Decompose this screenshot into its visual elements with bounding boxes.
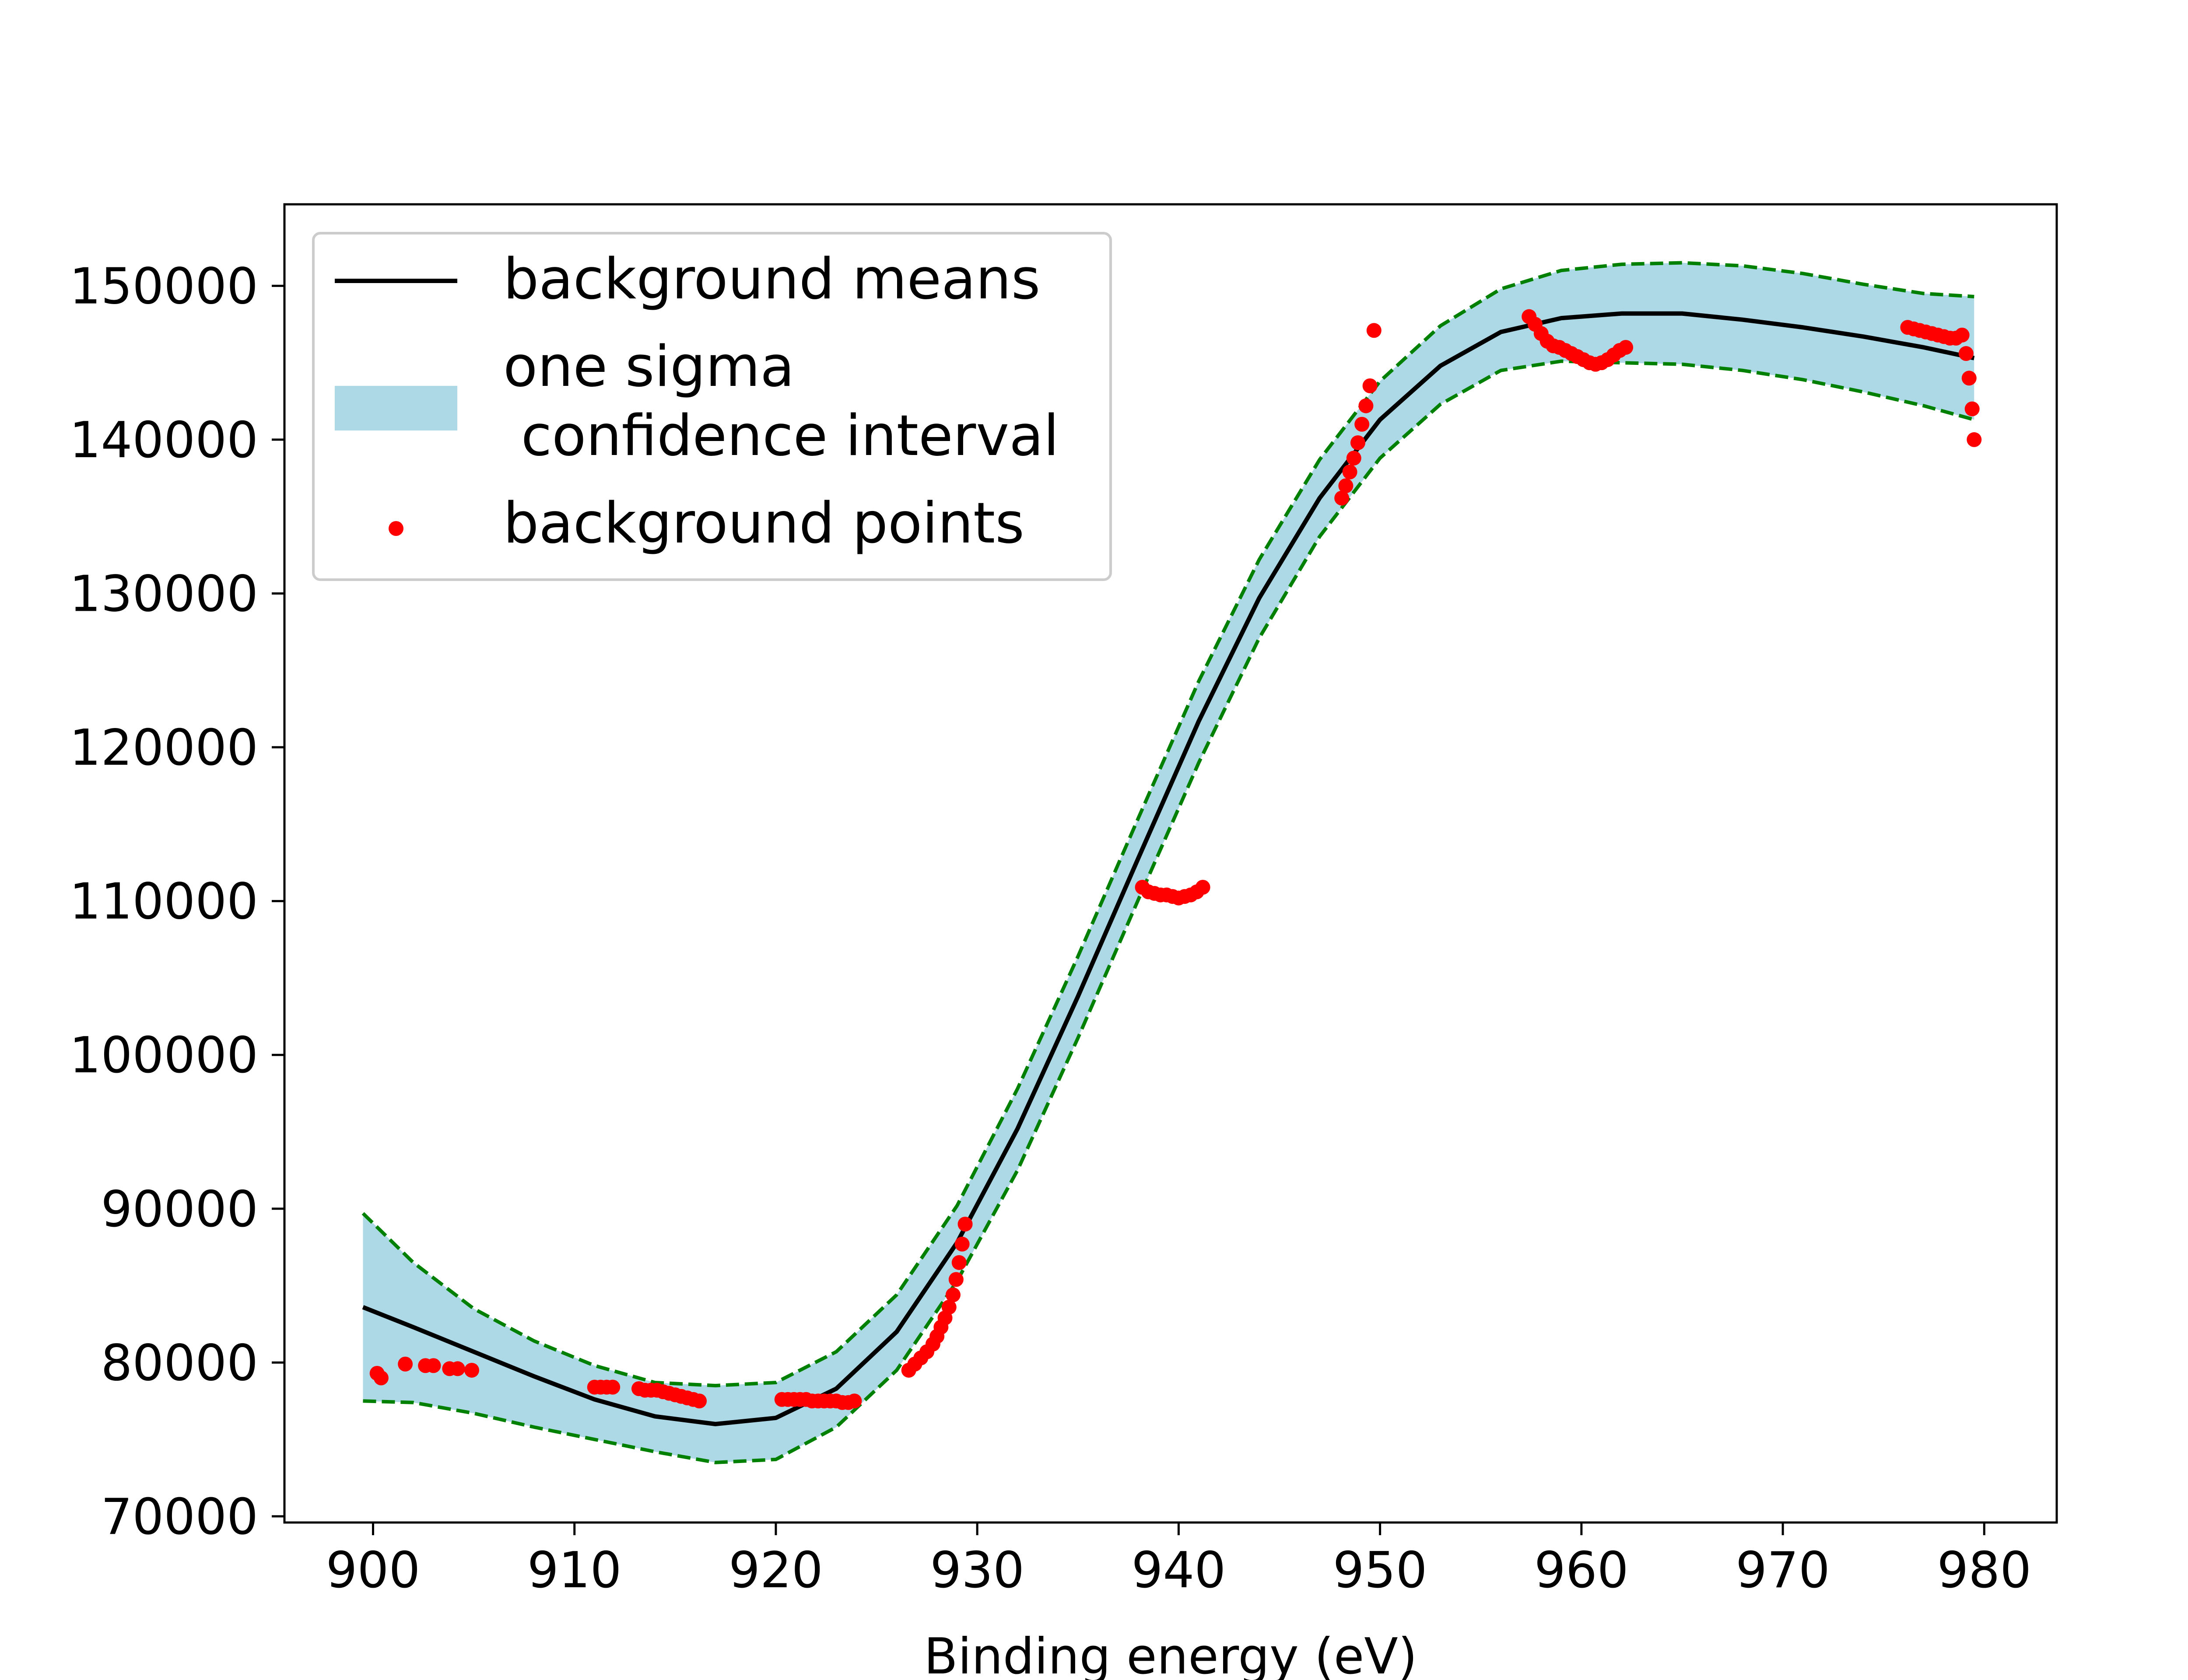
background-point (1342, 464, 1357, 480)
x-axis: 900 910 920 930 940 950 960 970 980 (326, 1522, 2031, 1599)
background-point (1967, 432, 1982, 447)
background-point (450, 1361, 465, 1376)
x-tick-label: 940 (1132, 1541, 1226, 1599)
background-point (605, 1379, 621, 1395)
background-point (954, 1236, 970, 1252)
background-point (847, 1393, 862, 1409)
x-tick-label: 930 (930, 1541, 1024, 1599)
legend-label-points: background points (503, 491, 1024, 556)
background-point (373, 1370, 389, 1386)
legend-label-band-line: confidence interval (503, 403, 1059, 469)
plot-area (361, 261, 1982, 1464)
y-tick-label: 110000 (70, 873, 258, 931)
y-tick-label: 90000 (101, 1180, 258, 1238)
y-tick-label: 80000 (101, 1334, 258, 1392)
background-point (1958, 346, 1974, 361)
background-point (1195, 879, 1210, 895)
background-point (1350, 435, 1366, 450)
background-point (948, 1272, 964, 1287)
confidence-upper-line (361, 261, 1974, 1388)
legend-points-swatch (389, 521, 403, 536)
background-point (945, 1287, 961, 1302)
y-tick-label: 100000 (70, 1026, 258, 1084)
background-point (398, 1356, 413, 1372)
legend-band-swatch (335, 386, 457, 430)
y-tick-label: 120000 (70, 719, 258, 777)
legend-label-mean: background means (503, 247, 1040, 312)
mean-line (362, 311, 1975, 1426)
background-point (1338, 478, 1353, 494)
background-point (1354, 416, 1370, 432)
axes-frame (283, 203, 2058, 1524)
background-point (951, 1255, 967, 1270)
background-point (692, 1393, 707, 1409)
legend-label-band: one sigma confidence interval (503, 334, 1059, 469)
x-tick-label: 910 (527, 1541, 622, 1599)
legend: background means one sigma confidence in… (312, 232, 1112, 581)
background-point (1618, 340, 1634, 355)
background-point (1362, 378, 1378, 393)
x-tick-label: 950 (1333, 1541, 1427, 1599)
y-axis: 70000 80000 90000 100000 110000 120000 130000 1… (70, 257, 284, 1546)
y-tick-label: 70000 (101, 1488, 258, 1546)
legend-label-band-line: one sigma (503, 334, 795, 399)
y-tick-label: 150000 (70, 257, 258, 315)
confidence-lower-line (363, 359, 1975, 1464)
x-tick-label: 920 (729, 1541, 823, 1599)
background-point (1954, 327, 1970, 343)
background-point (1334, 490, 1350, 506)
x-tick-label: 970 (1736, 1541, 1830, 1599)
y-tick-label: 140000 (70, 411, 258, 469)
background-point (1346, 451, 1361, 466)
legend-box (312, 232, 1112, 581)
background-point (464, 1362, 480, 1378)
background-point (957, 1216, 973, 1232)
x-tick-label: 980 (1937, 1541, 2031, 1599)
confidence-band (363, 262, 1974, 1463)
x-tick-label: 900 (326, 1541, 421, 1599)
x-axis-label: Binding energy (eV) (924, 1628, 1417, 1680)
background-point (941, 1299, 957, 1315)
background-point (1961, 371, 1977, 386)
x-tick-label: 960 (1534, 1541, 1629, 1599)
background-point (1358, 398, 1374, 413)
background-point (1366, 323, 1382, 338)
background-point (426, 1358, 441, 1373)
y-tick-label: 130000 (70, 565, 258, 623)
background-point (1964, 401, 1980, 416)
